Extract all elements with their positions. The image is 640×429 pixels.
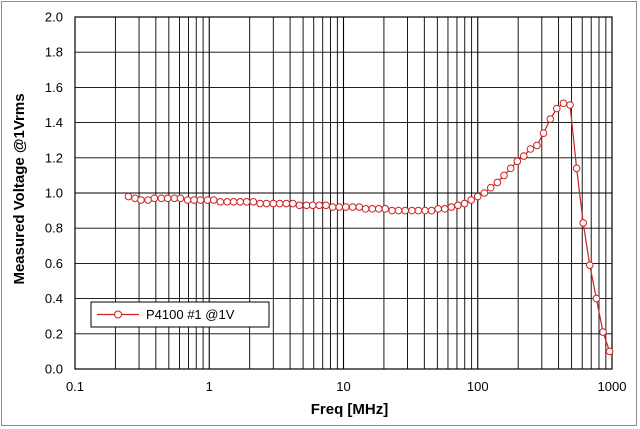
data-point (553, 104, 561, 113)
data-point (486, 183, 495, 192)
y-tick-label: 2.0 (45, 10, 63, 25)
data-point (592, 294, 601, 303)
data-point (308, 201, 317, 210)
data-point (275, 199, 284, 208)
data-point (216, 198, 225, 206)
data-point (408, 206, 416, 215)
data-point (315, 201, 324, 210)
data-point (282, 199, 291, 208)
legend-label: P4100 #1 @1V (146, 307, 235, 322)
data-point (361, 205, 370, 213)
x-tick-labels: 0.1 1 10 100 1000 (66, 379, 627, 394)
y-tick-label: 1.2 (45, 150, 63, 165)
data-point (427, 206, 436, 215)
data-point (388, 206, 396, 215)
x-tick-label: 100 (467, 379, 489, 394)
data-point (269, 199, 278, 208)
x-tick-label: 1 (206, 379, 213, 394)
data-point (209, 196, 218, 204)
data-point (493, 178, 502, 187)
y-tick-labels: 0.0 0.2 0.4 0.6 0.8 1.0 1.2 1.4 1.6 1.8 2.0 (45, 10, 63, 377)
data-point (322, 201, 330, 210)
data-point (440, 205, 449, 213)
data-point (480, 189, 489, 197)
data-point (355, 203, 364, 211)
data-point (526, 145, 535, 153)
data-point (559, 99, 568, 108)
legend-marker-swatch (114, 310, 122, 319)
data-point (236, 198, 244, 206)
data-point (223, 198, 231, 206)
data-point (506, 164, 515, 173)
data-point (150, 194, 159, 203)
y-tick-label: 0.0 (45, 362, 63, 377)
data-point (434, 205, 442, 213)
data-point (256, 199, 264, 208)
data-point (203, 196, 212, 204)
data-point (533, 141, 541, 150)
data-point (190, 196, 198, 204)
series-group (124, 99, 614, 356)
y-tick-label: 0.8 (45, 221, 63, 236)
data-point (572, 164, 581, 173)
data-point (374, 205, 383, 213)
data-point (124, 192, 133, 201)
data-point (513, 157, 522, 166)
data-point (335, 203, 344, 211)
y-tick-label: 1.0 (45, 186, 63, 201)
data-point (546, 115, 555, 123)
data-point (368, 205, 377, 213)
data-point (447, 203, 456, 211)
data-point (421, 206, 429, 215)
data-point (414, 206, 423, 215)
data-point (289, 199, 297, 208)
data-point (183, 196, 192, 204)
x-tick-label: 10 (336, 379, 350, 394)
data-point (176, 194, 185, 203)
data-point (467, 196, 475, 204)
y-tick-label: 1.4 (45, 115, 63, 130)
x-tick-label: 0.1 (66, 379, 84, 394)
x-tick-label: 1000 (598, 379, 627, 394)
data-point (460, 199, 469, 208)
data-point (196, 196, 205, 204)
data-point (341, 203, 350, 211)
y-tick-label: 1.8 (45, 45, 63, 60)
data-point (262, 199, 271, 208)
data-point (137, 196, 145, 204)
data-point (579, 219, 587, 227)
x-axis-label: Freq [MHz] (311, 401, 389, 418)
data-point (229, 198, 238, 206)
plot-area (74, 16, 613, 370)
data-point (500, 171, 508, 180)
legend: P4100 #1 @1V (90, 301, 270, 328)
data-point (454, 201, 462, 210)
data-point (566, 101, 574, 109)
data-point (401, 206, 409, 215)
data-point (348, 203, 357, 211)
y-tick-label: 0.6 (45, 256, 63, 271)
y-tick-label: 1.6 (45, 80, 63, 95)
y-axis-label: Measured Voltage @1Vrms (11, 93, 28, 284)
data-point (328, 203, 337, 211)
data-point (242, 198, 251, 206)
data-point (144, 196, 152, 204)
data-point (249, 198, 258, 206)
data-point (473, 192, 482, 201)
data-point (394, 206, 403, 215)
data-point (539, 129, 548, 137)
y-tick-label: 0.2 (45, 326, 63, 341)
data-point (157, 194, 166, 203)
data-point (295, 201, 304, 210)
data-point (599, 328, 607, 336)
data-point (302, 201, 311, 210)
data-point (163, 194, 172, 203)
data-point (605, 347, 614, 356)
data-point (519, 152, 528, 160)
data-point (381, 205, 390, 213)
data-point (585, 261, 594, 269)
y-tick-label: 0.4 (45, 291, 63, 306)
